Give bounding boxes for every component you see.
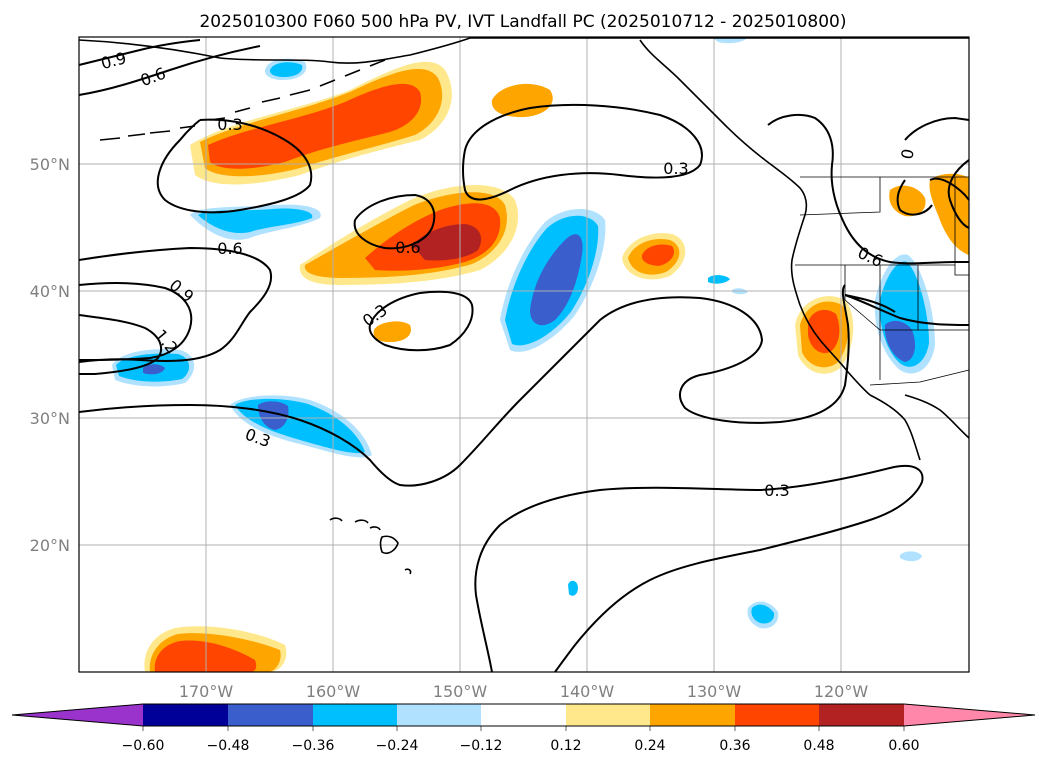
contour-label-0-6-central: 0.6 (395, 238, 420, 257)
contour-mid-0-3 (368, 290, 474, 352)
negative-anomaly-south-3 (900, 551, 922, 562)
negative-anomaly-dateline-blue (143, 364, 165, 375)
lon-tick-120w: 120°W (814, 682, 869, 701)
positive-anomaly-small-3 (373, 321, 411, 342)
contour-nw-0-6 (78, 45, 261, 96)
colorbar-segment-1 (143, 704, 228, 726)
pv-shading (112, 37, 969, 672)
colorbar-segment-4 (397, 704, 481, 726)
lon-tick-130w: 130°W (687, 682, 742, 701)
cb-label-3: −0.24 (376, 738, 419, 754)
positive-anomaly-small-2-red (641, 244, 675, 266)
pv-contours (78, 39, 970, 673)
colorbar-segment-7 (650, 704, 735, 726)
negative-anomaly-west-blue (258, 401, 289, 430)
positive-anomaly-california-red (808, 309, 840, 354)
lon-tick-160w: 160°W (306, 682, 361, 701)
contour-pnw-0-6 (767, 113, 969, 265)
cb-label-2: −0.36 (292, 738, 335, 754)
map-frame (78, 36, 970, 673)
lon-tick-150w: 150°W (433, 682, 488, 701)
colorbar-ticks (142, 726, 905, 731)
cb-label-0: −0.60 (122, 738, 165, 754)
lat-tick-40n: 40°N (30, 282, 70, 301)
lon-tick-140w: 140°W (560, 682, 615, 701)
colorbar-extend-max (904, 704, 1035, 726)
cb-label-7: 0.36 (719, 738, 750, 754)
contour-label-0-3-aleutian: 0.3 (217, 115, 242, 134)
contour-nw-0-9 (78, 39, 201, 66)
cb-label-6: 0.24 (634, 738, 665, 754)
map-panel: 0.9 0.6 0.3 0.3 0.6 0.9 1.2 0.3 0.6 0.3 … (78, 36, 970, 673)
cb-label-8: 0.48 (803, 738, 834, 754)
negative-anomaly-north-small-cyan (269, 62, 303, 77)
us-state-borders (795, 177, 969, 380)
colorbar-segment-8 (735, 704, 819, 726)
colorbar-segment-2 (228, 704, 313, 726)
negative-anomaly-coastal-blue (884, 320, 916, 362)
positive-anomaly-small-1 (491, 83, 553, 118)
contour-aleutian-0-3 (156, 118, 313, 214)
contour-big-0-3 (78, 284, 850, 487)
cb-label-9: 0.60 (888, 738, 919, 754)
lat-tick-50n: 50°N (30, 155, 70, 174)
cb-label-5: 0.12 (550, 738, 581, 754)
latitude-ticks: 20°N 30°N 40°N 50°N (30, 155, 70, 555)
colorbar: −0.60 −0.48 −0.36 −0.24 −0.12 0.12 0.24 … (11, 703, 1036, 754)
alaska-coast (78, 37, 969, 64)
positive-anomaly-southwest-red (154, 640, 257, 672)
contour-coastal-loop (844, 294, 970, 326)
longitude-ticks: 170°W 160°W 150°W 140°W 130°W 120°W (179, 682, 869, 701)
contour-label-0-east: 0 (897, 147, 917, 160)
colorbar-extend-min (12, 704, 143, 726)
negative-anomaly-south-2 (568, 580, 578, 596)
contour-west-0-6 (78, 246, 273, 363)
hawaii-islands (329, 517, 412, 575)
positive-anomaly-northeast (929, 173, 969, 255)
contour-central-0-6 (353, 193, 436, 250)
contour-north-0-3 (462, 103, 703, 201)
cb-label-4: −0.12 (460, 738, 503, 754)
contour-label-0-3-north: 0.3 (663, 159, 688, 178)
negative-anomaly-central-blue (530, 234, 583, 326)
contour-east-inner (896, 177, 970, 216)
colorbar-segment-9 (819, 704, 904, 726)
us-mexico-border (869, 369, 970, 386)
contour-south-0-3 (474, 464, 924, 673)
lat-tick-30n: 30°N (30, 409, 70, 428)
baja-coast (869, 394, 970, 461)
graticule (79, 37, 969, 672)
negative-anomaly-north-strip-cyan (198, 208, 313, 234)
contour-east-0 (904, 116, 970, 229)
colorbar-segment-6 (566, 704, 650, 726)
figure-title: 2025010300 F060 500 hPa PV, IVT Landfall… (199, 12, 846, 32)
contour-west-0-9 (78, 282, 193, 361)
contour-west-1-2 (78, 314, 163, 376)
political-borders (795, 176, 970, 386)
negative-anomaly-south-1-cyan (751, 604, 775, 624)
lon-tick-170w: 170°W (179, 682, 234, 701)
colorbar-segment-3 (313, 704, 397, 726)
lat-tick-20n: 20°N (30, 536, 70, 555)
cb-label-1: −0.48 (207, 738, 250, 754)
contour-label-0-3-south: 0.3 (764, 481, 789, 500)
positive-anomaly-north-red (208, 83, 422, 169)
contour-label-0-6-west: 0.6 (217, 239, 242, 258)
colorbar-segment-5 (481, 704, 566, 726)
